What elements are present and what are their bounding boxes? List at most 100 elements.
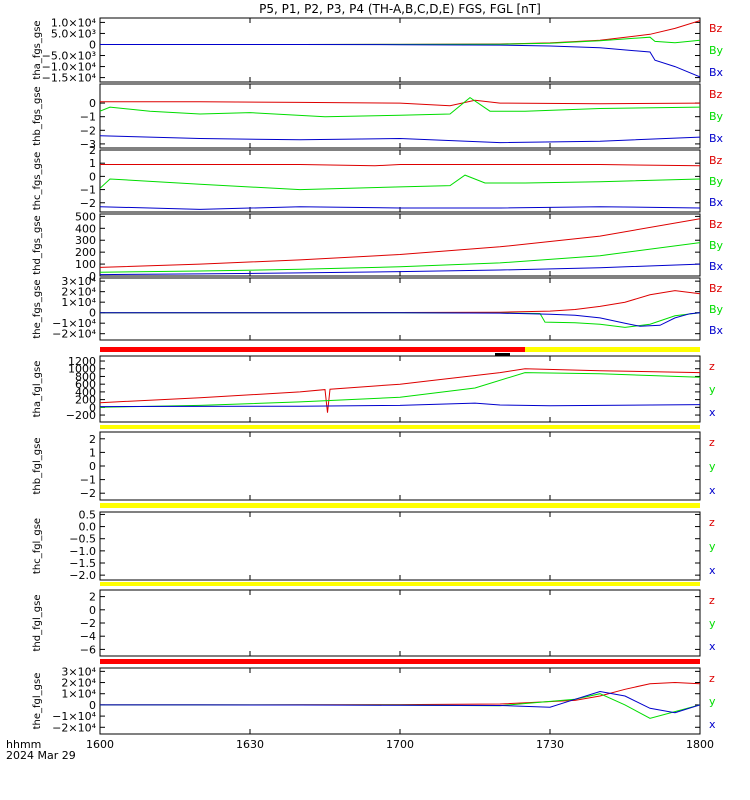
y-tick-label: −1.5×10⁴: [42, 72, 97, 85]
y-tick-label: 800: [75, 370, 96, 383]
y-tick-label: −2: [80, 197, 96, 210]
y-tick-label: −6: [80, 643, 96, 656]
panel-frame: [99, 589, 701, 657]
legend-label: Bz: [709, 154, 723, 167]
y-tick-label: 1×10⁴: [61, 688, 96, 701]
y-tick-label: 3×10⁴: [61, 665, 96, 678]
y-tick-label: −2×10⁴: [52, 721, 96, 734]
y-axis-label: thd_fgs_gse: [32, 215, 43, 274]
status-bar-thc: [100, 503, 700, 508]
y-tick-label: −1.5: [69, 557, 96, 570]
series-group: [100, 368, 700, 413]
time-tick-label: 1730: [536, 738, 564, 751]
panel-frame: [99, 355, 701, 423]
y-tick-label: 300: [75, 234, 96, 247]
y-tick-label: 0: [89, 460, 96, 473]
series-line-Bz: [100, 99, 700, 107]
y-tick-label: 0: [89, 401, 96, 414]
series-line-By: [100, 242, 700, 273]
legend-label: z: [709, 594, 715, 607]
y-tick-label: −1: [80, 184, 96, 197]
series-line-x: [100, 402, 700, 408]
legend-label: y: [709, 617, 716, 630]
y-tick-label: 0.0: [79, 521, 97, 534]
status-segment: [100, 347, 525, 352]
legend-label: Bx: [709, 196, 724, 209]
time-tick-label: 1630: [236, 738, 264, 751]
status-segment: [100, 425, 700, 429]
status-bar-the: [100, 659, 700, 664]
panel-thb_fgl_gse: 210−1−2 thb_fgl_gse zyx: [32, 431, 716, 501]
y-tick-label: 200: [75, 246, 96, 259]
panel-tha_fgs_gse: 1.0×10⁴5.0×10³0−5.0×10³−1.0×10⁴−1.5×10⁴t…: [32, 16, 724, 84]
time-tick-label: 1700: [386, 738, 414, 751]
y-tick-label: 1.0×10⁴: [51, 16, 97, 29]
legend-label: z: [709, 672, 715, 685]
y-tick-label: 0: [89, 604, 96, 617]
y-axis-label: thb_fgl_gse: [32, 438, 43, 495]
legend-label: By: [709, 303, 724, 316]
legend-label: z: [709, 516, 715, 529]
series-line-By: [100, 36, 700, 45]
date-label: 2024 Mar 29: [6, 749, 76, 762]
y-tick-label: 0.5: [79, 508, 97, 521]
y-tick-label: −0.5: [69, 533, 96, 546]
y-tick-label: −1×10⁴: [52, 317, 96, 330]
y-tick-label: 1: [89, 157, 96, 170]
legend-label: x: [709, 484, 716, 497]
y-tick-label: −2: [80, 124, 96, 137]
status-segment: [100, 503, 700, 508]
legend-label: y: [709, 460, 716, 473]
y-tick-label: 3×10⁴: [61, 275, 96, 288]
y-tick-label: −2: [80, 487, 96, 500]
panel-frame: [99, 431, 701, 501]
legend-label: By: [709, 110, 724, 123]
y-tick-label: −1: [80, 474, 96, 487]
status-segment: [100, 582, 700, 586]
legend-label: Bz: [709, 282, 723, 295]
panel-frame: [99, 667, 701, 735]
y-tick-label: 100: [75, 258, 96, 271]
panel-frame: [99, 17, 701, 83]
y-tick-label: 2: [89, 591, 96, 604]
time-tick-label: 1800: [686, 738, 714, 751]
series-group: [100, 681, 700, 719]
y-tick-label: 2×10⁴: [61, 677, 96, 690]
legend-label: y: [709, 383, 716, 396]
y-tick-label: −200: [66, 409, 96, 422]
panels-group: 1.0×10⁴5.0×10³0−5.0×10³−1.0×10⁴−1.5×10⁴t…: [32, 16, 724, 735]
status-bar-thd: [100, 582, 700, 586]
legend-label: Bz: [709, 88, 723, 101]
time-unit-label: hhmm: [6, 738, 41, 751]
legend-label: y: [709, 540, 716, 553]
series-line-Bz: [100, 218, 700, 268]
y-tick-label: 1: [89, 446, 96, 459]
status-marker: [495, 353, 510, 356]
legend-label: Bz: [709, 218, 723, 231]
y-axis-label: thb_fgs_gse: [32, 86, 43, 145]
legend-label: Bx: [709, 324, 724, 337]
y-tick-label: 2: [89, 433, 96, 446]
y-tick-label: −2.0: [69, 569, 96, 582]
series-line-By: [100, 174, 700, 191]
y-tick-label: −3: [80, 138, 96, 151]
legend-label: By: [709, 175, 724, 188]
series-group: [100, 218, 700, 276]
y-tick-label: 2×10⁴: [61, 286, 96, 299]
series-line-Bz: [100, 290, 700, 314]
panel-thd_fgl_gse: 20−2−4−6 thd_fgl_gse zyx: [32, 589, 716, 657]
time-axis: hhmm 2024 Mar 29 1600 1630 1700 1730 1800: [6, 738, 714, 762]
status-segment: [100, 659, 700, 664]
series-line-y: [100, 693, 700, 719]
y-axis-label: tha_fgs_gse: [32, 20, 43, 79]
y-tick-label: 0: [89, 170, 96, 183]
y-tick-label: 1000: [68, 363, 96, 376]
y-tick-label: −4: [80, 630, 96, 643]
y-axis-label: tha_fgl_gse: [32, 361, 43, 418]
series-line-x: [100, 690, 700, 714]
